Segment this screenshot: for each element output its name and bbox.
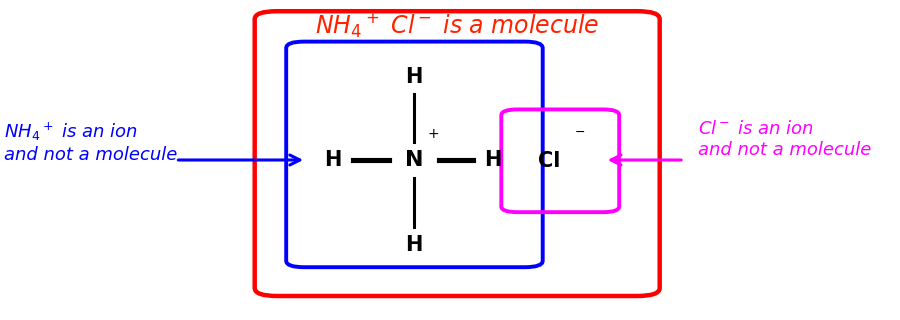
Text: H: H <box>405 67 423 87</box>
Text: Cl$^-$ is an ion
and not a molecule: Cl$^-$ is an ion and not a molecule <box>698 120 871 159</box>
Text: +: + <box>428 127 439 141</box>
Text: N: N <box>405 150 423 170</box>
Text: H: H <box>484 150 502 170</box>
Text: Cl: Cl <box>538 151 560 171</box>
Text: H: H <box>324 150 342 170</box>
Text: −: − <box>574 126 585 139</box>
Text: NH$_4$$^+$ Cl$^-$ is a molecule: NH$_4$$^+$ Cl$^-$ is a molecule <box>315 11 599 40</box>
Text: NH$_4$$^+$ is an ion
and not a molecule: NH$_4$$^+$ is an ion and not a molecule <box>4 121 178 164</box>
Text: H: H <box>405 235 423 255</box>
